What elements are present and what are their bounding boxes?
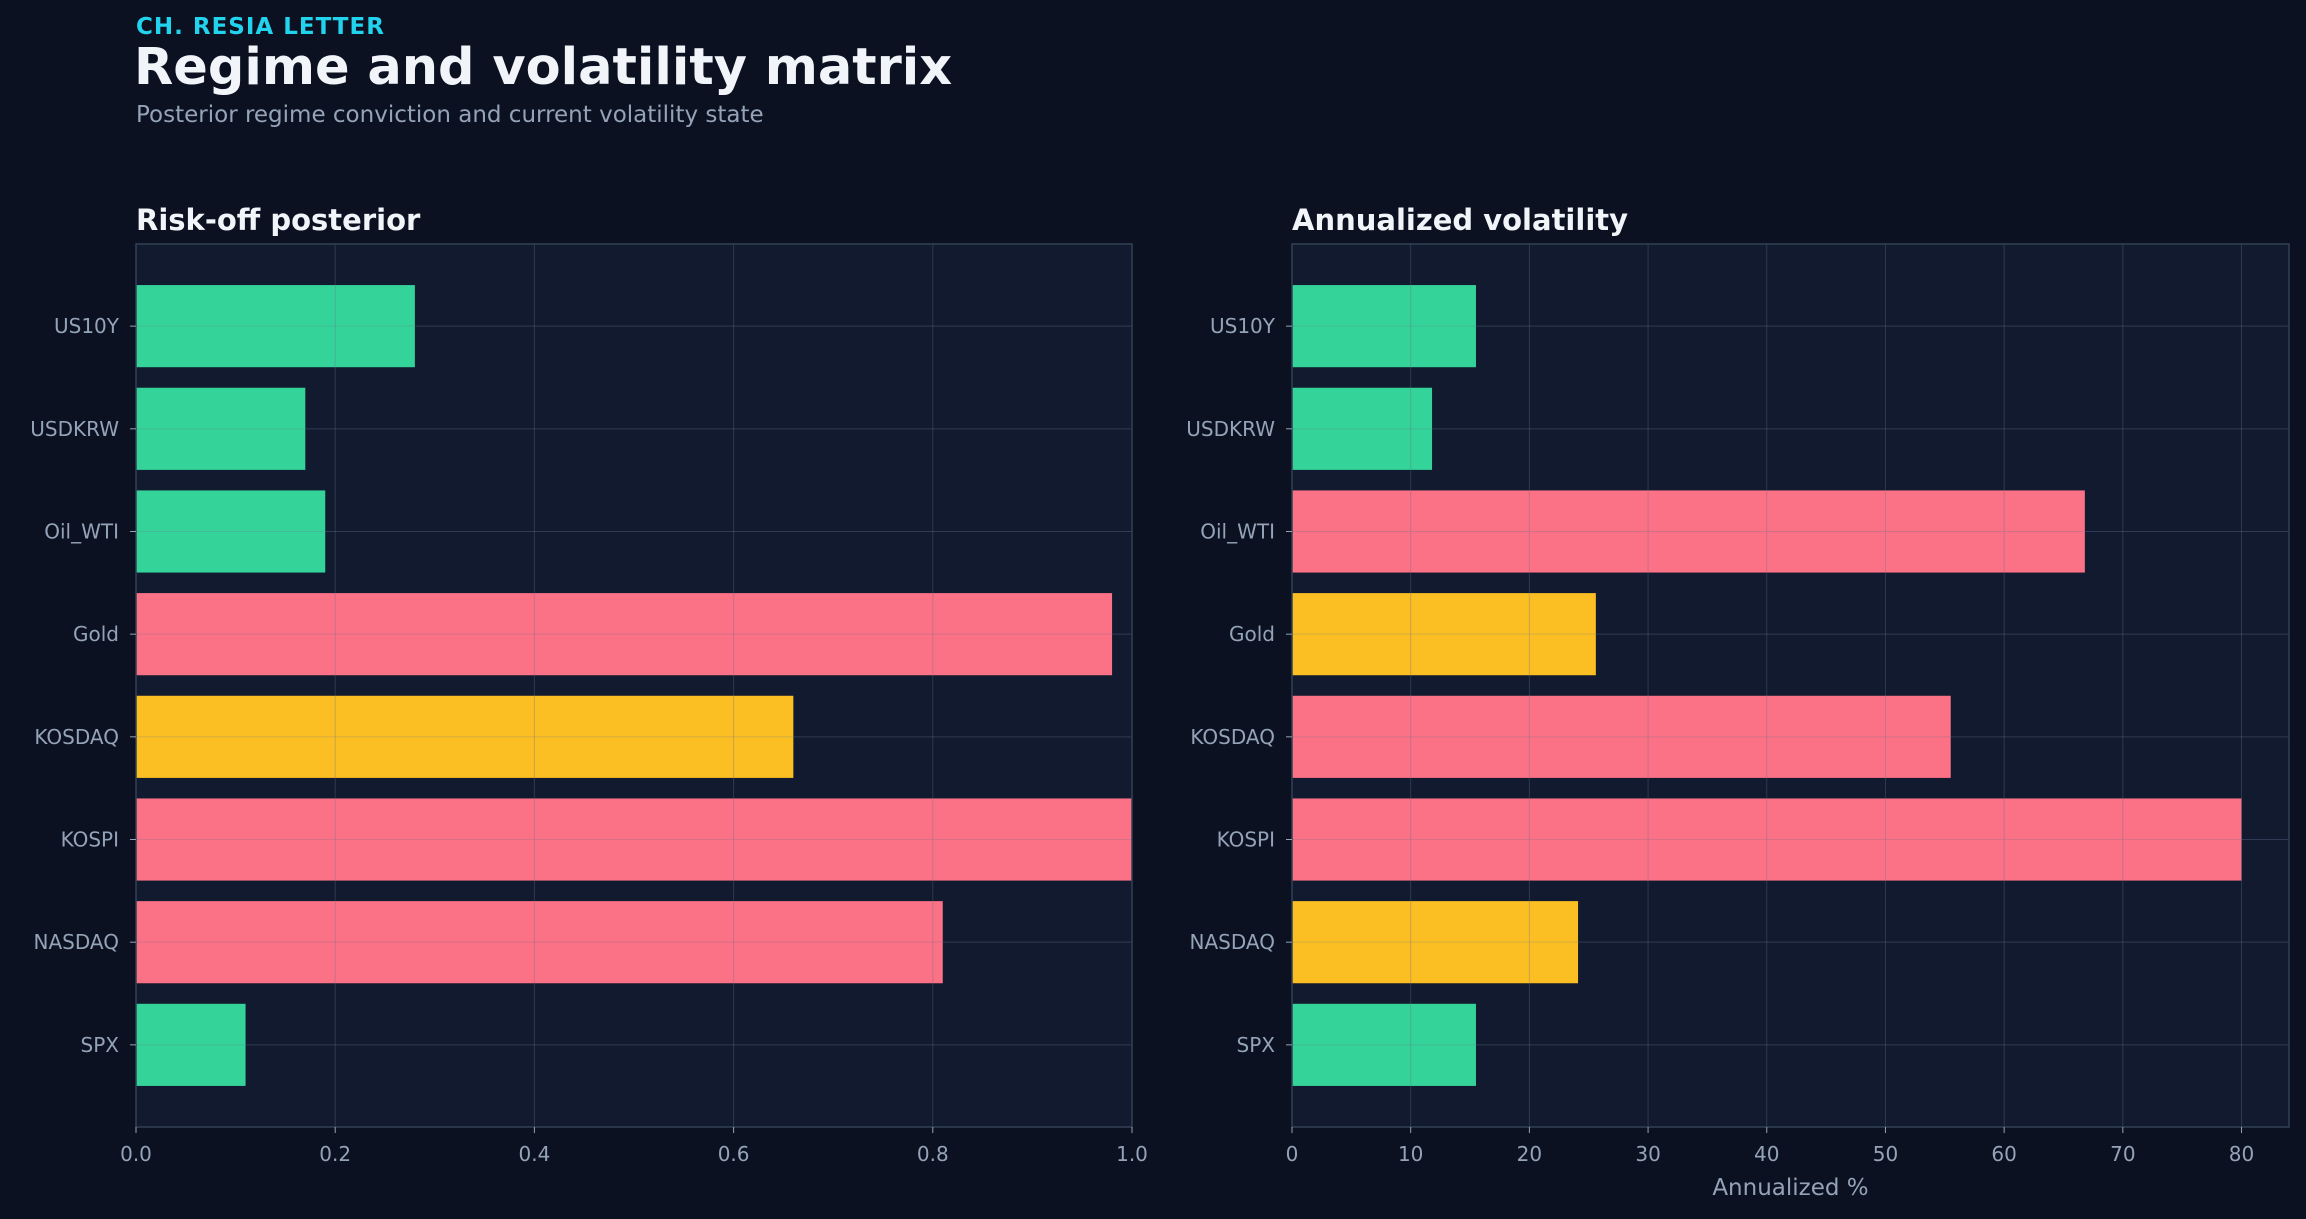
x-tick-label: 0.2 [319,1142,351,1166]
x-tick-label: 80 [2229,1142,2254,1166]
y-tick-label: USDKRW [1186,417,1275,441]
x-tick-label: 1.0 [1116,1142,1148,1166]
y-tick-label: KOSDAQ [1190,725,1275,749]
x-tick-label: 10 [1398,1142,1423,1166]
x-tick-label: 30 [1635,1142,1660,1166]
y-tick-label: Oil_WTI [44,519,119,543]
x-tick-label: 50 [1873,1142,1898,1166]
plot-area [1292,244,2289,1127]
bar-nasdaq [136,901,943,984]
y-tick-label: Gold [73,622,119,646]
bar-gold [1292,593,1596,676]
bar-usdkrw [136,387,306,470]
y-tick-label: KOSDAQ [34,725,119,749]
x-axis-label: Annualized % [1712,1175,1868,1201]
bar-usdkrw [1292,387,1433,470]
x-tick-label: 0.0 [120,1142,152,1166]
bar-us10y [1292,285,1476,368]
bar-us10y [136,285,415,368]
report-kicker: CH. RESIA LETTER [136,14,385,40]
chart-title: Annualized volatility [1292,203,1628,237]
y-tick-label: Gold [1229,622,1275,646]
y-tick-label: SPX [81,1033,120,1057]
x-tick-label: 70 [2110,1142,2135,1166]
bar-oil_wti [1292,490,2085,573]
y-tick-label: Oil_WTI [1200,519,1275,543]
x-tick-label: 0 [1286,1142,1299,1166]
y-tick-label: US10Y [1210,314,1276,338]
x-tick-label: 0.8 [917,1142,949,1166]
bar-kospi [136,798,1132,881]
bar-kospi [1292,798,2242,881]
bar-oil_wti [136,490,326,573]
plot-frame [135,243,1133,1128]
y-tick-label: US10Y [54,314,120,338]
x-tick-label: 20 [1517,1142,1542,1166]
y-tick-label: SPX [1237,1033,1276,1057]
y-tick-label: USDKRW [30,417,119,441]
y-tick-label: NASDAQ [34,930,119,954]
chart-panel-1: US10Y USDKRW Oil_WTI Gold KOSDAQ KOSPI NASDAQ S… [30,203,1148,1166]
plot-frame [1291,243,2290,1128]
page-subtitle: Posterior regime conviction and current … [136,102,764,128]
y-tick-label: KOSPI [61,828,119,852]
x-tick-label: 0.6 [718,1142,750,1166]
x-tick-label: 40 [1754,1142,1779,1166]
x-tick-label: 0.4 [518,1142,550,1166]
x-tick-label: 60 [1991,1142,2016,1166]
bar-gold [136,593,1113,676]
chart-title: Risk-off posterior [136,203,421,237]
bar-kosdaq [136,695,794,778]
page-title: Regime and volatility matrix [134,38,953,97]
y-tick-label: NASDAQ [1190,930,1275,954]
bar-spx [136,1003,246,1086]
bar-kosdaq [1292,695,1951,778]
bar-spx [1292,1003,1476,1086]
bar-nasdaq [1292,901,1579,984]
y-tick-label: KOSPI [1217,828,1275,852]
chart-panel-2: US10Y USDKRW Oil_WTI Gold KOSDAQ KOSPI NASDAQ S… [1186,203,2290,1201]
plot-area [136,244,1132,1127]
